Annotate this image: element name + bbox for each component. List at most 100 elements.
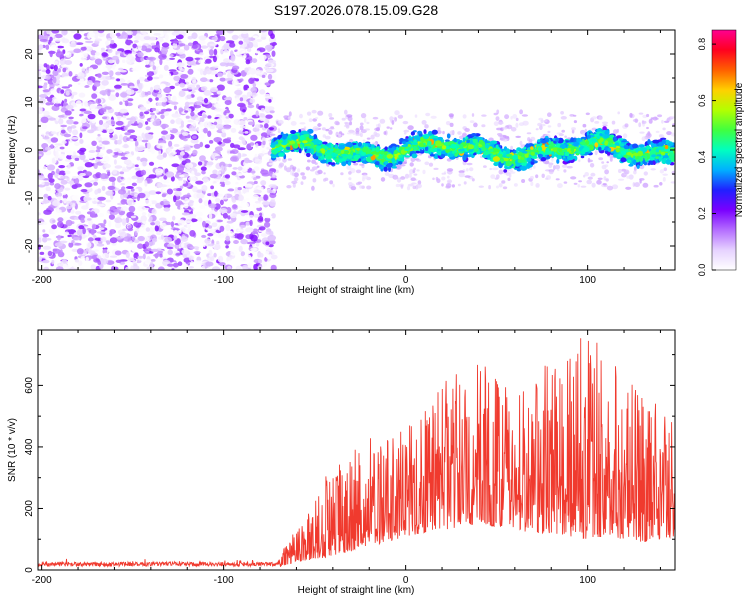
noise-cell [200, 45, 209, 49]
noise-cell [94, 189, 99, 195]
halo-cell [334, 120, 340, 126]
halo-cell [328, 130, 333, 135]
noise-cell [39, 123, 47, 130]
noise-cell [171, 163, 180, 168]
noise-cell [264, 44, 273, 51]
noise-cell [183, 203, 189, 209]
noise-cell [248, 68, 257, 75]
signal-cell [278, 152, 285, 157]
noise-cell [81, 66, 86, 72]
noise-cell [59, 249, 63, 255]
noise-cell [42, 245, 52, 250]
halo-cell [407, 125, 414, 131]
noise-cell [142, 160, 147, 167]
noise-cell [79, 153, 86, 161]
noise-cell [226, 62, 235, 67]
noise-cell [97, 32, 105, 37]
halo-cell [399, 164, 406, 167]
halo-cell [407, 183, 414, 187]
noise-cell [103, 219, 107, 225]
noise-cell [84, 46, 93, 52]
halo-cell [573, 120, 578, 124]
noise-cell [173, 235, 178, 241]
noise-cell [137, 51, 144, 58]
noise-cell [57, 196, 62, 201]
noise-cell [205, 58, 212, 64]
halo-cell [618, 168, 622, 174]
noise-cell [203, 30, 210, 33]
halo-cell [519, 109, 523, 115]
noise-cell [240, 210, 249, 213]
halo-cell [547, 130, 551, 134]
halo-cell [495, 116, 500, 121]
noise-cell [150, 62, 154, 66]
halo-cell [389, 116, 394, 121]
noise-cell [239, 224, 246, 229]
noise-cell [109, 134, 113, 138]
noise-cell [140, 224, 146, 228]
noise-cell [254, 50, 261, 54]
noise-cell [107, 171, 111, 176]
halo-cell [564, 135, 567, 138]
noise-cell [50, 66, 54, 70]
noise-cell [186, 94, 192, 100]
noise-cell [134, 140, 139, 148]
halo-cell [416, 169, 420, 172]
noise-cell [178, 66, 183, 70]
halo-cell [626, 175, 631, 179]
noise-cell [202, 114, 208, 119]
halo-cell [396, 177, 402, 183]
noise-cell [209, 43, 217, 47]
noise-cell [249, 142, 255, 146]
noise-cell [198, 59, 205, 64]
halo-cell [539, 125, 543, 131]
halo-cell [513, 183, 518, 187]
noise-cell [173, 262, 179, 268]
halo-cell [478, 185, 484, 188]
noise-cell [216, 84, 225, 91]
halo-cell [344, 109, 348, 115]
noise-cell [88, 150, 96, 153]
noise-cell [54, 183, 61, 190]
noise-cell [145, 133, 154, 140]
halo-cell [293, 172, 299, 178]
noise-cell [43, 30, 47, 37]
noise-cell [140, 169, 147, 176]
noise-cell [255, 175, 261, 179]
noise-cell [235, 97, 241, 103]
signal-cell [322, 141, 328, 145]
noise-cell [38, 256, 42, 262]
halo-cell [290, 121, 297, 126]
halo-cell [510, 127, 517, 132]
noise-cell [124, 132, 131, 136]
halo-cell [323, 172, 326, 175]
halo-cell [312, 178, 317, 183]
noise-cell [152, 65, 157, 71]
halo-cell [303, 126, 307, 130]
noise-cell [253, 263, 259, 270]
noise-cell [106, 127, 114, 134]
noise-cell [120, 83, 129, 86]
noise-cell [259, 116, 266, 122]
noise-cell [134, 231, 138, 236]
noise-cell [224, 180, 231, 186]
halo-cell [666, 131, 672, 136]
noise-cell [179, 82, 185, 88]
halo-cell [648, 118, 653, 124]
noise-cell [178, 90, 186, 97]
noise-cell [123, 179, 131, 183]
signal-cell [564, 140, 570, 143]
noise-cell [138, 146, 146, 151]
halo-cell [416, 159, 422, 162]
noise-cell [208, 254, 213, 257]
noise-cell [42, 259, 50, 264]
noise-cell [115, 92, 120, 98]
noise-cell [38, 97, 46, 105]
halo-cell [526, 132, 532, 135]
noise-cell [199, 155, 206, 162]
halo-cell [287, 158, 292, 161]
halo-cell [349, 121, 352, 126]
noise-cell [143, 199, 152, 206]
noise-cell [216, 171, 222, 175]
signal-cell [602, 126, 607, 132]
